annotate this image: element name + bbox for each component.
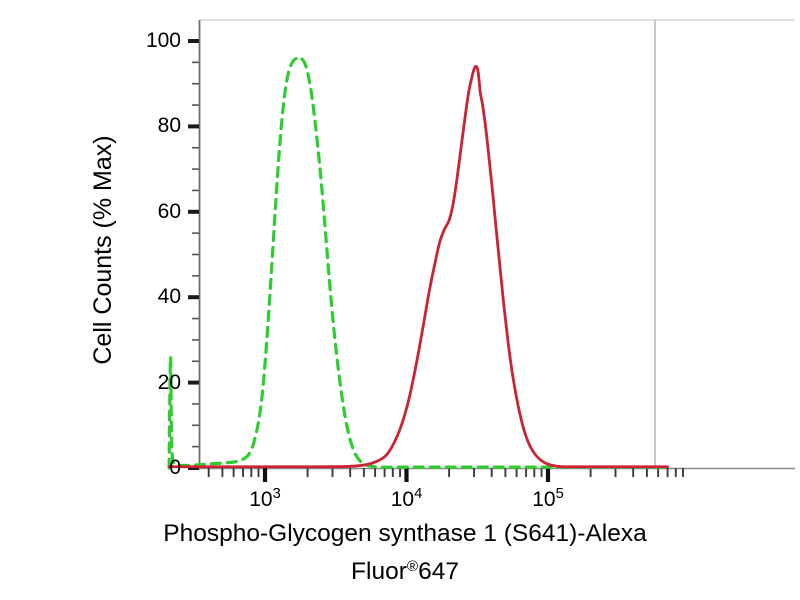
x-axis-tick-base: 10 <box>390 488 415 512</box>
histogram-trace <box>167 64 669 469</box>
x-axis-title-line1: Phospho-Glycogen synthase 1 (S641)-Alexa <box>163 520 647 547</box>
x-axis-tick-base: 10 <box>532 488 556 512</box>
y-axis-tick-label: 0 <box>169 456 181 479</box>
x-axis-tick-base: 10 <box>249 488 273 512</box>
x-axis-tick-exponent: 3 <box>272 486 281 502</box>
y-axis-ticks <box>188 39 199 470</box>
y-axis-tick-label: 80 <box>157 114 181 138</box>
x-axis-ticks <box>207 468 684 482</box>
x-axis-title-line2-prefix: Fluor <box>351 557 407 585</box>
y-axis-tick-label: 20 <box>157 370 181 394</box>
registered-trademark-icon: ® <box>406 558 419 575</box>
y-axis-tick-label: 40 <box>157 285 181 309</box>
y-axis-title: Cell Counts (% Max) <box>89 135 117 365</box>
x-axis-title: Phospho-Glycogen synthase 1 (S641)-Alexa… <box>60 517 750 588</box>
x-axis-title-line2-suffix: 647 <box>418 557 459 585</box>
data-series-layer <box>167 55 670 470</box>
histogram-trace <box>167 55 670 470</box>
y-axis-tick-label: 100 <box>145 29 181 52</box>
x-axis-tick-exponent: 5 <box>555 486 564 502</box>
y-axis-tick-label: 60 <box>157 199 181 223</box>
x-axis-tick-label: 105 <box>532 486 564 512</box>
x-axis-tick-exponent: 4 <box>414 486 423 502</box>
x-axis-tick-label: 104 <box>391 486 423 512</box>
x-axis-tick-label: 103 <box>249 486 281 512</box>
